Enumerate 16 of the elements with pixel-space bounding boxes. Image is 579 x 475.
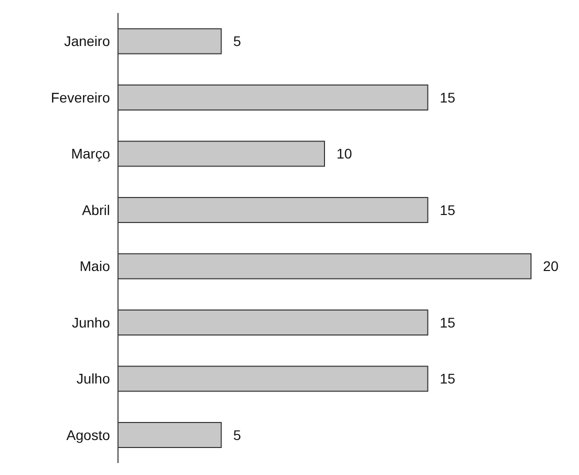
y-tick-label: Agosto — [66, 426, 110, 443]
data-label: 15 — [440, 314, 456, 330]
data-label: 5 — [233, 33, 242, 50]
y-tick-label: Abril — [82, 202, 110, 218]
data-label: 20 — [543, 258, 559, 274]
data-label: 5 — [233, 426, 242, 443]
y-tick-label: Junho — [72, 314, 110, 330]
data-label: 15 — [440, 202, 456, 218]
y-tick-label: Março — [71, 146, 110, 162]
y-tick-label: Fevereiro — [50, 89, 110, 106]
y-tick-label: Julho — [76, 370, 110, 387]
y-tick-label: Maio — [80, 258, 110, 274]
y-tick-label: Janeiro — [64, 33, 110, 50]
data-label: 10 — [336, 146, 352, 162]
data-label: 15 — [440, 370, 456, 387]
data-label: 15 — [440, 89, 456, 106]
